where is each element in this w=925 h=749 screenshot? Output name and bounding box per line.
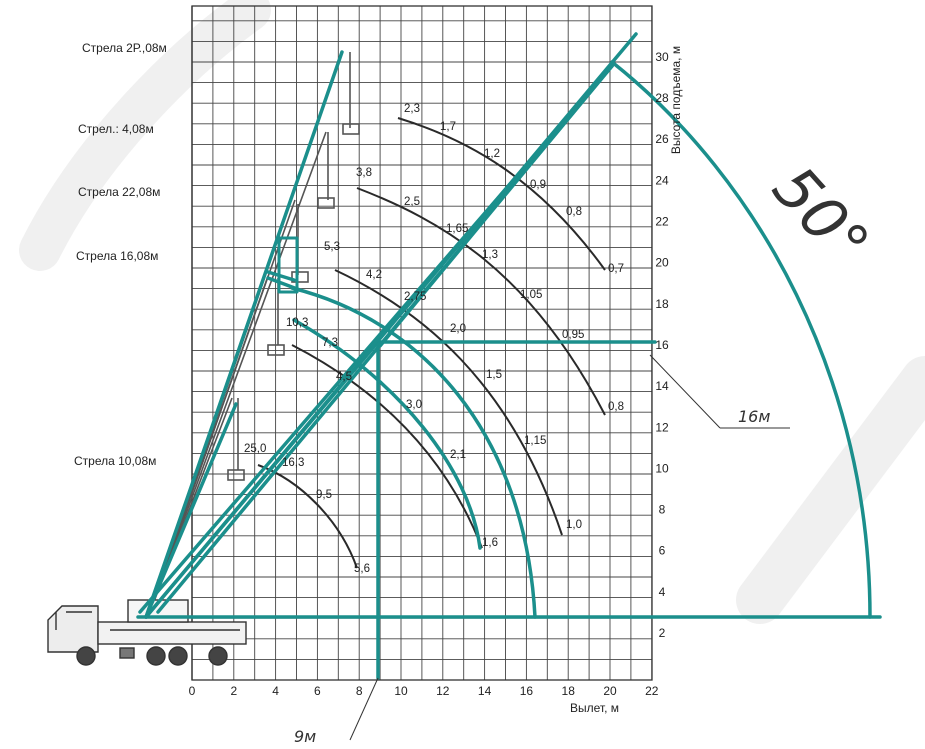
- load-value-label: 4,5: [336, 371, 352, 383]
- y-tick-label: 8: [659, 503, 666, 517]
- load-value-label: 0,8: [608, 401, 624, 413]
- load-value-label: 1,6: [482, 537, 498, 549]
- y-tick-label: 28: [655, 91, 669, 105]
- boom-attach-arc: [290, 286, 537, 619]
- y-tick-label: 2: [659, 626, 666, 640]
- annotations: 16м 9м 50°: [294, 153, 882, 746]
- load-value-label: 0,7: [608, 263, 624, 275]
- load-value-label: 9,5: [316, 489, 332, 501]
- x-ticks: 0 2 4 6 8 10 12 14 16 18 20 22: [189, 684, 659, 698]
- y-tick-label: 20: [655, 256, 669, 270]
- load-value-label: 1,15: [524, 435, 546, 447]
- x-tick-label: 12: [436, 684, 450, 698]
- load-value-label: 3,8: [356, 167, 372, 179]
- load-value-label: 3,0: [406, 399, 422, 411]
- reach-9m-annotation: 9м: [294, 727, 316, 746]
- load-curves: [257, 117, 606, 569]
- watermark: [19, 0, 925, 624]
- x-tick-label: 6: [314, 684, 321, 698]
- load-value-label: 5,3: [324, 241, 340, 253]
- y-tick-label: 18: [655, 297, 669, 311]
- load-value-label: 1,65: [446, 223, 468, 235]
- x-tick-label: 22: [645, 684, 659, 698]
- load-value-label: 5,6: [354, 563, 370, 575]
- x-tick-label: 16: [520, 684, 534, 698]
- load-value-label: 0,95: [562, 329, 584, 341]
- diagonal-to-height: [144, 340, 380, 619]
- boom-main-line: [144, 50, 344, 619]
- jib-tip-arc: [610, 60, 872, 619]
- load-curve-boom-10: [257, 464, 358, 569]
- load-value-label: 0,9: [530, 179, 546, 191]
- load-value-label: 1,05: [520, 289, 542, 301]
- x-tick-label: 4: [272, 684, 279, 698]
- y-tick-label: 12: [655, 420, 669, 434]
- y-tick-label: 26: [655, 132, 669, 146]
- x-tick-label: 20: [603, 684, 617, 698]
- load-curve-boom-16: [291, 344, 483, 549]
- load-value-label: 1,3: [482, 249, 498, 261]
- boom-label-10: Стрела 10,08м: [74, 454, 156, 468]
- boom-label-16: Стрела 16,08м: [76, 249, 158, 263]
- teal-overlay: [136, 32, 882, 680]
- y-tick-label: 6: [659, 544, 666, 558]
- load-value-label: 1,5: [486, 369, 502, 381]
- load-value-label: 2,1: [450, 449, 466, 461]
- load-curve-boom-28: [397, 117, 606, 271]
- load-value-label: 1,0: [566, 519, 582, 531]
- boom-label-34: Стрел.: 4,08м: [78, 122, 154, 136]
- boom-attach-arc-inner: [292, 318, 482, 550]
- y-tick-label: 14: [655, 379, 669, 393]
- x-tick-label: 18: [562, 684, 576, 698]
- boom-side-line: [144, 402, 238, 619]
- boom-label-22: Стрела 22,08м: [78, 185, 160, 199]
- load-curve-boom-22: [334, 269, 563, 536]
- x-tick-label: 0: [189, 684, 196, 698]
- y-tick-label: 22: [655, 215, 669, 229]
- y-tick-label: 4: [659, 585, 666, 599]
- load-labels: 2,3 1,7 1,2 0,9 0,8 0,7 3,8 2,5 1,65 1,3 1,05 0,95 0…: [244, 103, 624, 575]
- load-value-label: 2,0: [450, 323, 466, 335]
- load-value-label: 7,3: [322, 337, 338, 349]
- x-tick-label: 14: [478, 684, 492, 698]
- load-value-label: 25,0: [244, 443, 266, 455]
- load-value-label: 0,8: [566, 206, 582, 218]
- x-tick-label: 2: [230, 684, 237, 698]
- x-tick-label: 10: [394, 684, 408, 698]
- y-tick-label: 30: [655, 50, 669, 64]
- load-curve-boom-34: [356, 187, 606, 416]
- load-value-label: 1,2: [484, 148, 500, 160]
- y-tick-label: 24: [655, 173, 669, 187]
- boom-label-28: Стрела 2Р.,08м: [82, 41, 167, 55]
- load-value-label: 16,3: [282, 457, 304, 469]
- load-value-label: 2,75: [404, 291, 426, 303]
- load-value-label: 2,3: [404, 103, 420, 115]
- upper-triangle: [370, 64, 614, 348]
- boom-head-box: [277, 236, 299, 294]
- load-value-label: 10,3: [286, 317, 308, 329]
- y-axis-label: Высота подъема, м: [669, 46, 683, 154]
- y-tick-label: 16: [655, 338, 669, 352]
- height-16m-annotation: 16м: [738, 407, 770, 426]
- y-tick-label: 10: [655, 461, 669, 475]
- load-value-label: 4,2: [366, 269, 382, 281]
- load-value-label: 1,7: [440, 121, 456, 133]
- boom-labels: Стрела 2Р.,08м Стрел.: 4,08м Стрела 22,0…: [74, 41, 167, 468]
- load-value-label: 2,5: [404, 196, 420, 208]
- x-tick-label: 8: [356, 684, 363, 698]
- x-axis-label: Вылет, м: [570, 701, 619, 715]
